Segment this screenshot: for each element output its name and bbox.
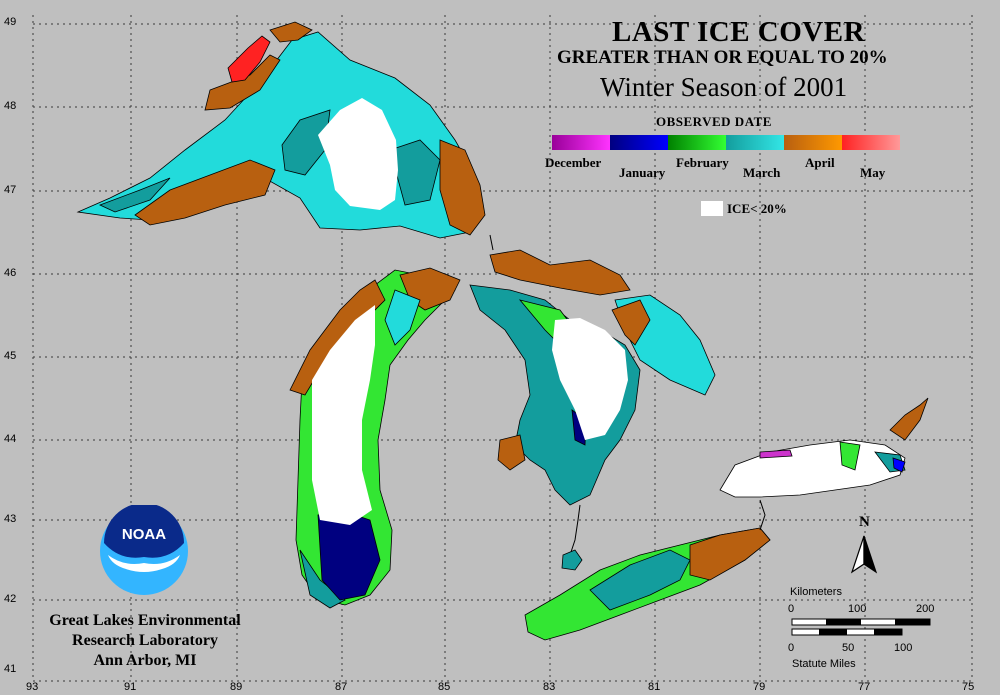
scale-mi-tick: 0 [788, 642, 794, 654]
legend-swatch-march [726, 135, 784, 150]
lon-label: 89 [230, 681, 243, 693]
map-title: LAST ICE COVER [612, 16, 866, 48]
lon-label: 81 [648, 681, 661, 693]
lon-label: 91 [124, 681, 137, 693]
season-label: Winter Season of 2001 [600, 72, 848, 102]
lake-michigan [289, 267, 461, 609]
lon-label: 83 [543, 681, 556, 693]
lon-label: 85 [438, 681, 451, 693]
scale-km-tick: 200 [916, 603, 934, 615]
connecting-waters [489, 234, 766, 556]
noaa-logo-text: NOAA [122, 526, 166, 543]
legend-swatch-february [668, 135, 726, 150]
legend-month-may: May [860, 165, 886, 180]
ice-below-label: ICE< 20% [727, 201, 787, 216]
noaa-logo: NOAA [100, 505, 188, 595]
ice-below-swatch [701, 201, 723, 216]
org-line-3: Ann Arbor, MI [93, 652, 197, 669]
legend-swatch-april [784, 135, 842, 150]
org-line-1: Great Lakes Environmental [49, 612, 241, 629]
lon-label: 93 [26, 681, 39, 693]
lake-erie [524, 527, 771, 641]
scale-km-label: Kilometers [790, 586, 842, 598]
lat-label: 49 [4, 16, 17, 28]
observed-date-color-bar [552, 135, 900, 150]
lat-label: 43 [4, 513, 17, 525]
north-arrow-icon: N [850, 514, 878, 574]
scale-mi-label: Statute Miles [792, 658, 856, 670]
organization-block: Great Lakes Environmental Research Labor… [36, 611, 254, 671]
lake-st-clair [561, 549, 583, 571]
lon-label: 79 [753, 681, 766, 693]
legend-swatch-january [610, 135, 668, 150]
legend-swatch-may [842, 135, 900, 150]
legend-month-december: December [545, 155, 602, 170]
lat-label: 41 [4, 663, 17, 675]
map-subtitle: GREATER THAN OR EQUAL TO 20% [557, 47, 888, 68]
legend-swatch-december [552, 135, 610, 150]
lon-label: 77 [858, 681, 871, 693]
legend-month-march: March [743, 165, 781, 180]
lon-label: 87 [335, 681, 348, 693]
org-line-2: Research Laboratory [72, 632, 218, 649]
north-label: N [859, 514, 870, 530]
lake-huron [469, 249, 716, 506]
lake-superior [76, 21, 486, 239]
legend-month-april: April [805, 155, 835, 170]
legend-month-february: February [676, 155, 729, 170]
lon-label: 75 [962, 681, 975, 693]
scale-km-tick: 0 [788, 603, 794, 615]
legend-header: OBSERVED DATE [656, 114, 772, 129]
scale-mi-tick: 100 [894, 642, 912, 654]
lat-label: 44 [4, 433, 17, 445]
lat-label: 42 [4, 593, 17, 605]
lake-ontario [719, 397, 929, 498]
scale-mi-tick: 50 [842, 642, 854, 654]
scale-km-tick: 100 [848, 603, 866, 615]
lat-label: 46 [4, 267, 17, 279]
scale-bar: Kilometers 0 100 200 0 50 100 Statute Mi… [788, 586, 934, 670]
lat-label: 45 [4, 350, 17, 362]
legend-month-january: January [619, 165, 666, 180]
lat-label: 48 [4, 100, 17, 112]
lat-label: 47 [4, 184, 17, 196]
